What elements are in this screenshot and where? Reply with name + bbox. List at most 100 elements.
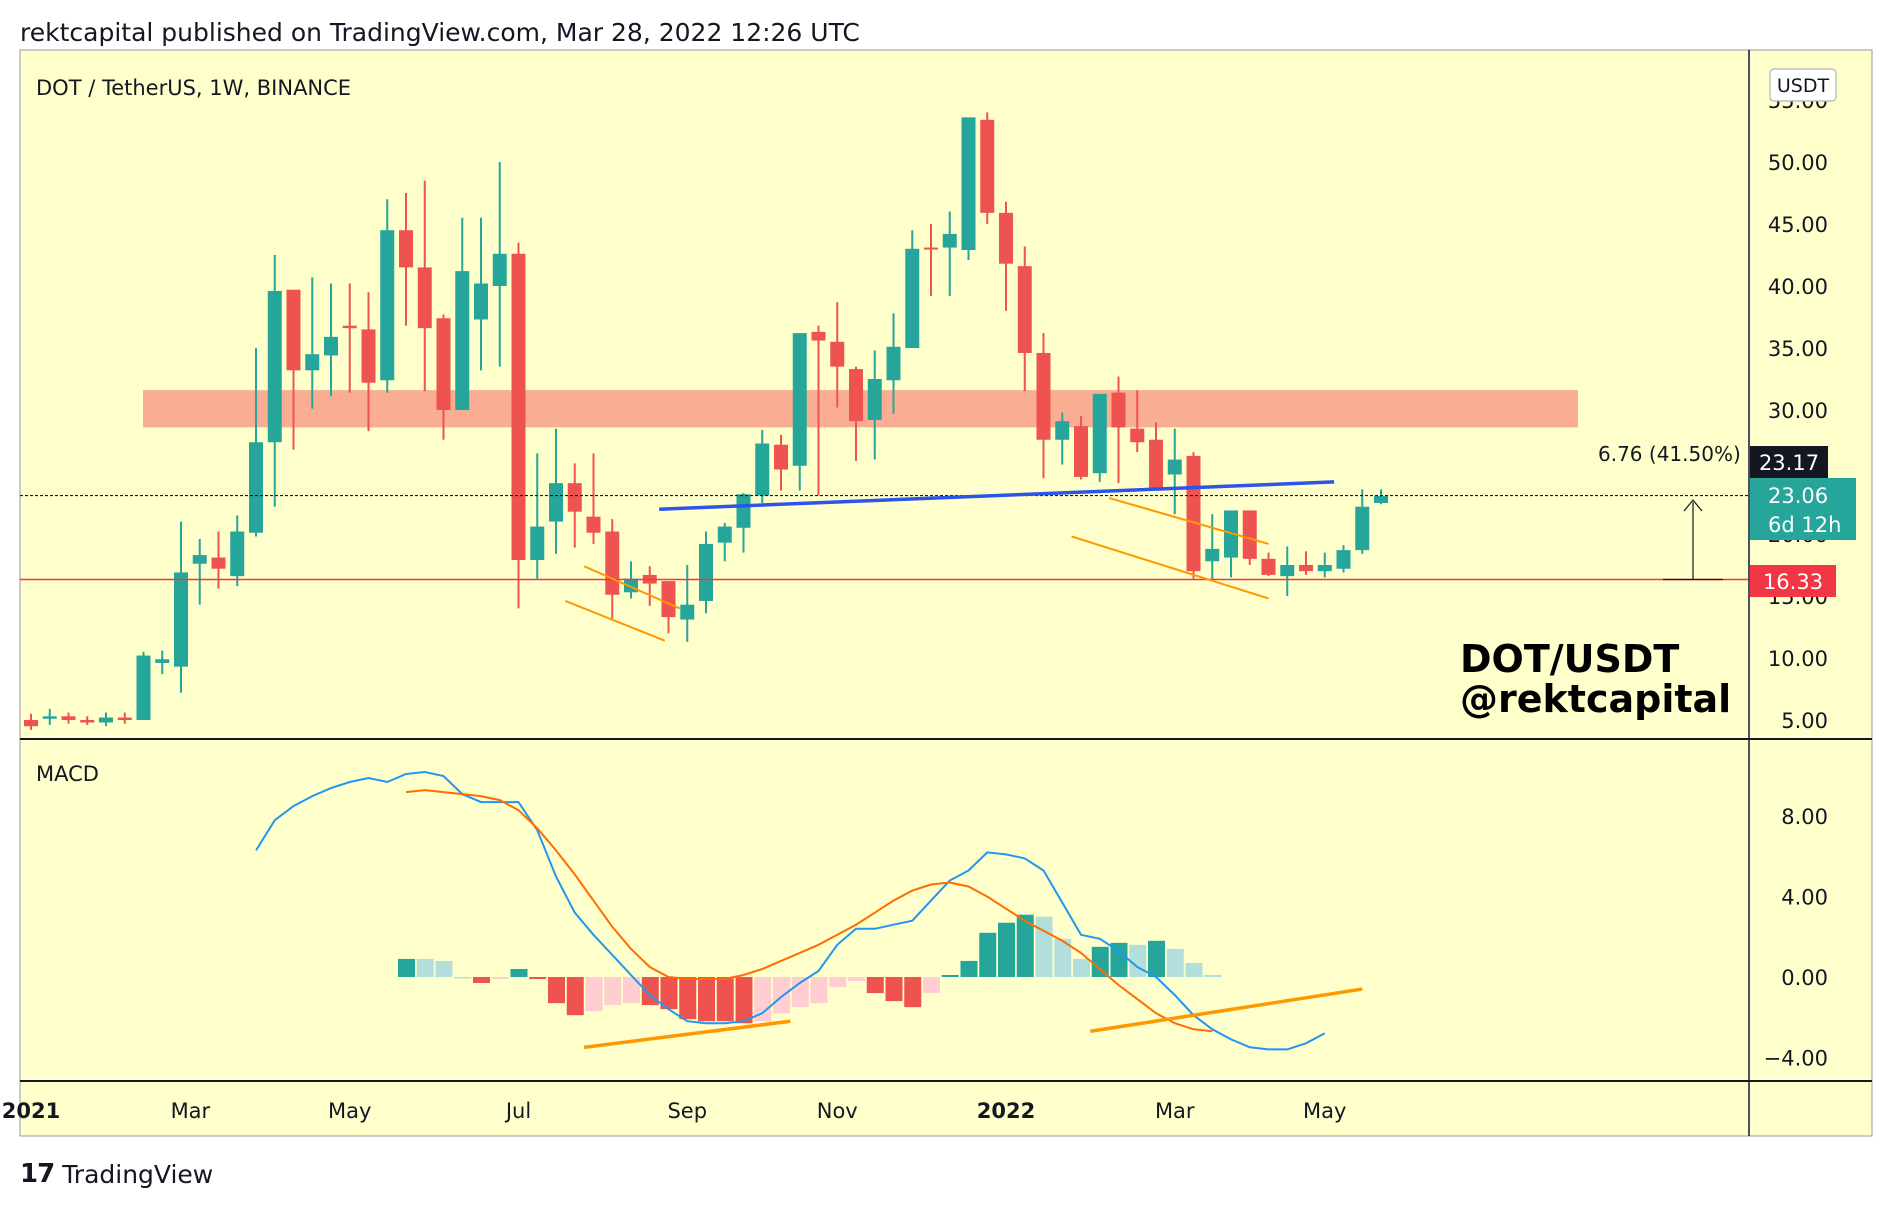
candle-25[interactable] [492, 162, 507, 367]
histogram-bar[interactable] [941, 974, 959, 977]
candle-56[interactable] [1074, 416, 1088, 480]
candle-38[interactable] [736, 493, 751, 553]
currency-badge-box[interactable] [1769, 68, 1837, 102]
histogram-bar[interactable] [398, 958, 415, 977]
neckline-trendline[interactable] [659, 480, 1335, 511]
candle-16[interactable] [324, 283, 338, 397]
histogram-bar[interactable] [1185, 962, 1203, 977]
histogram-bar[interactable] [585, 977, 603, 1012]
candle-67[interactable] [1280, 546, 1295, 596]
candle-52[interactable] [999, 201, 1013, 311]
macd-divergence-line-2021[interactable] [583, 1019, 791, 1050]
histogram-bar[interactable] [1091, 946, 1109, 977]
histogram-bar[interactable] [698, 977, 715, 1022]
candle-62[interactable] [1186, 452, 1201, 579]
histogram-bar[interactable] [998, 922, 1015, 977]
candle-0[interactable] [24, 713, 38, 730]
candle-24[interactable] [474, 217, 488, 371]
candle-41[interactable] [792, 333, 807, 491]
candle-48[interactable] [924, 224, 938, 296]
histogram-bar[interactable] [1016, 914, 1034, 977]
candle-72[interactable] [1374, 489, 1388, 505]
histogram-bar[interactable] [1035, 916, 1053, 977]
candle-50[interactable] [961, 117, 976, 260]
histogram-bar[interactable] [716, 977, 734, 1022]
candle-43[interactable] [830, 302, 845, 408]
candle-22[interactable] [436, 314, 451, 440]
candle-39[interactable] [755, 429, 770, 503]
histogram-bar[interactable] [960, 960, 978, 977]
histogram-bar[interactable] [1166, 948, 1184, 977]
histogram-bar[interactable] [548, 977, 565, 1004]
candle-68[interactable] [1299, 551, 1313, 575]
histogram-bar[interactable] [904, 977, 922, 1008]
histogram-bar[interactable] [679, 977, 697, 1020]
histogram-bar[interactable] [1129, 944, 1147, 977]
histogram-bar[interactable] [454, 977, 472, 979]
candle-34[interactable] [661, 581, 676, 634]
candle-28[interactable] [549, 428, 563, 554]
candle-54[interactable] [1036, 333, 1051, 479]
candle-29[interactable] [567, 463, 582, 548]
candle-44[interactable] [849, 366, 863, 461]
histogram-bar[interactable] [1073, 958, 1090, 977]
candle-30[interactable] [586, 453, 601, 544]
candle-69[interactable] [1317, 552, 1332, 578]
candle-21[interactable] [417, 180, 432, 392]
histogram-bar[interactable] [773, 977, 790, 1014]
candle-26[interactable] [511, 242, 526, 609]
candle-57[interactable] [1092, 393, 1107, 482]
candle-60[interactable] [1149, 422, 1163, 491]
candle-49[interactable] [942, 211, 957, 296]
candle-35[interactable] [680, 565, 695, 642]
candle-47[interactable] [905, 230, 920, 348]
candle-9[interactable] [192, 538, 207, 605]
histogram-bar[interactable] [604, 977, 622, 1006]
macd-pane-background[interactable] [20, 740, 1748, 1080]
signal-line[interactable] [405, 789, 1213, 1033]
channel-b-lower[interactable] [1071, 535, 1269, 600]
candle-66[interactable] [1261, 552, 1276, 577]
candle-42[interactable] [811, 325, 826, 496]
candle-55[interactable] [1055, 412, 1070, 465]
candle-12[interactable] [249, 348, 263, 537]
candle-14[interactable] [286, 289, 301, 450]
candle-18[interactable] [361, 292, 376, 432]
candle-5[interactable] [117, 712, 132, 724]
candle-11[interactable] [230, 515, 245, 587]
candle-13[interactable] [267, 255, 282, 507]
histogram-bar[interactable] [623, 977, 640, 1004]
candle-61[interactable] [1167, 428, 1182, 515]
candle-3[interactable] [80, 716, 95, 725]
candle-27[interactable] [530, 453, 545, 579]
histogram-bar[interactable] [923, 977, 940, 994]
candle-15[interactable] [305, 277, 320, 409]
histogram-bar[interactable] [1110, 942, 1128, 977]
histogram-bar[interactable] [491, 977, 509, 980]
candle-70[interactable] [1336, 545, 1351, 573]
histogram-bar[interactable] [566, 977, 584, 1016]
candle-58[interactable] [1111, 376, 1126, 484]
candle-7[interactable] [155, 650, 170, 675]
candle-53[interactable] [1017, 246, 1032, 392]
candle-36[interactable] [699, 531, 713, 614]
histogram-bar[interactable] [829, 977, 847, 988]
macd-divergence-line-2022[interactable] [1090, 987, 1363, 1033]
histogram-bar[interactable] [1148, 940, 1165, 977]
candle-4[interactable] [99, 712, 113, 727]
histogram-bar[interactable] [1204, 974, 1222, 977]
histogram-bar[interactable] [791, 977, 809, 1008]
channel-a-upper[interactable] [583, 565, 681, 610]
candle-63[interactable] [1205, 514, 1220, 582]
histogram-bar[interactable] [885, 977, 903, 1002]
measure-arrow-head[interactable] [1683, 499, 1703, 512]
histogram-bar[interactable] [660, 977, 678, 1010]
candle-1[interactable] [42, 708, 57, 725]
histogram-bar[interactable] [510, 968, 528, 977]
candle-59[interactable] [1130, 390, 1145, 453]
candle-46[interactable] [886, 313, 901, 414]
candle-20[interactable] [399, 193, 413, 326]
histogram-bar[interactable] [979, 932, 997, 977]
channel-b-upper[interactable] [1108, 497, 1269, 545]
